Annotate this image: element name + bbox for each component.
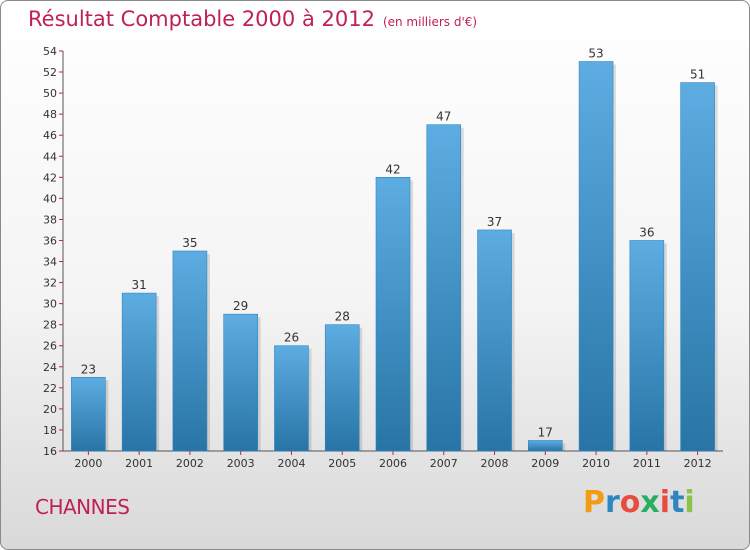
x-tick-label: 2002 — [176, 457, 204, 470]
bar — [375, 177, 411, 452]
bar-value-label: 35 — [182, 236, 197, 250]
chart-title-block: Résultat Comptable 2000 à 2012 (en millie… — [28, 7, 477, 31]
bar-value-label: 51 — [690, 68, 705, 82]
bar-value-label: 37 — [487, 215, 502, 229]
bar — [629, 240, 665, 452]
y-tick-label: 36 — [43, 234, 57, 247]
logo-letter: i — [659, 485, 671, 520]
x-tick-label: 2000 — [74, 457, 102, 470]
bar — [274, 345, 309, 452]
logo-letter: o — [619, 485, 641, 520]
y-tick-label: 16 — [43, 445, 57, 458]
x-tick-label: 2010 — [582, 457, 610, 470]
y-tick-label: 26 — [43, 340, 57, 353]
x-tick-label: 2007 — [430, 457, 458, 470]
x-tick-label: 2004 — [277, 457, 305, 470]
bar-value-label: 31 — [132, 278, 147, 292]
bars: 23 31 35 29 26 28 42 47 37 17 53 36 51 — [71, 47, 718, 452]
x-tick-label: 2006 — [379, 457, 407, 470]
y-tick-label: 32 — [43, 277, 57, 290]
y-tick-label: 54 — [43, 45, 57, 58]
bar — [578, 61, 614, 452]
bar-value-label: 36 — [639, 225, 654, 239]
x-tick-label: 2001 — [125, 457, 153, 470]
y-tick-label: 50 — [43, 87, 57, 100]
y-tick-label: 48 — [43, 108, 57, 121]
proxiti-logo: Proxiti — [583, 485, 695, 520]
y-tick-label: 22 — [43, 382, 57, 395]
x-tick-label: 2003 — [227, 457, 255, 470]
logo-letter: x — [640, 485, 660, 520]
y-tick-label: 38 — [43, 213, 57, 226]
bar — [121, 292, 157, 452]
y-tick-label: 24 — [43, 361, 57, 374]
chart-title: Résultat Comptable 2000 à 2012 — [28, 7, 375, 31]
bar — [477, 229, 512, 452]
y-tick-label: 28 — [43, 319, 57, 332]
y-tick-label: 34 — [43, 256, 57, 269]
chart-subtitle: (en milliers d'€) — [382, 15, 478, 29]
y-tick-label: 18 — [43, 424, 57, 437]
bar — [426, 124, 462, 452]
bar — [71, 377, 106, 452]
bar — [324, 324, 360, 452]
logo-letter: i — [684, 485, 695, 520]
x-tick-label: 2012 — [684, 457, 712, 470]
x-tick-label: 2009 — [531, 457, 559, 470]
x-tick-label: 2011 — [633, 457, 661, 470]
y-tick-label: 30 — [43, 298, 57, 311]
bar-value-label: 53 — [588, 47, 603, 61]
bar — [223, 313, 258, 452]
logo-letter: t — [670, 485, 685, 520]
bar-value-label: 28 — [335, 310, 350, 324]
bar-value-label: 26 — [284, 331, 299, 345]
x-axis: 2000 2001 2002 2003 2004 2005 2006 2007 2008 2009… — [63, 450, 723, 470]
y-tick-label: 40 — [43, 192, 57, 205]
bar — [528, 440, 563, 452]
bar-value-label: 29 — [233, 299, 248, 313]
y-axis: 16 18 20 22 24 26 28 30 32 34 36 38 40 42 44 46 48 50 52 54 — [43, 45, 64, 458]
bar-value-label: 17 — [538, 425, 553, 439]
y-tick-label: 46 — [43, 129, 57, 142]
logo-letter: r — [605, 485, 620, 520]
bar-value-label: 42 — [385, 162, 400, 176]
y-tick-label: 42 — [43, 171, 57, 184]
y-tick-label: 44 — [43, 150, 57, 163]
commune-name: CHANNES — [35, 495, 130, 519]
bar — [680, 82, 715, 452]
x-tick-label: 2008 — [481, 457, 509, 470]
x-tick-label: 2005 — [328, 457, 356, 470]
y-tick-label: 52 — [43, 66, 57, 79]
bar — [172, 250, 208, 452]
bar-value-label: 47 — [436, 110, 451, 124]
bar-value-label: 23 — [81, 362, 96, 376]
y-tick-label: 20 — [43, 403, 57, 416]
logo-letter: P — [583, 485, 605, 520]
